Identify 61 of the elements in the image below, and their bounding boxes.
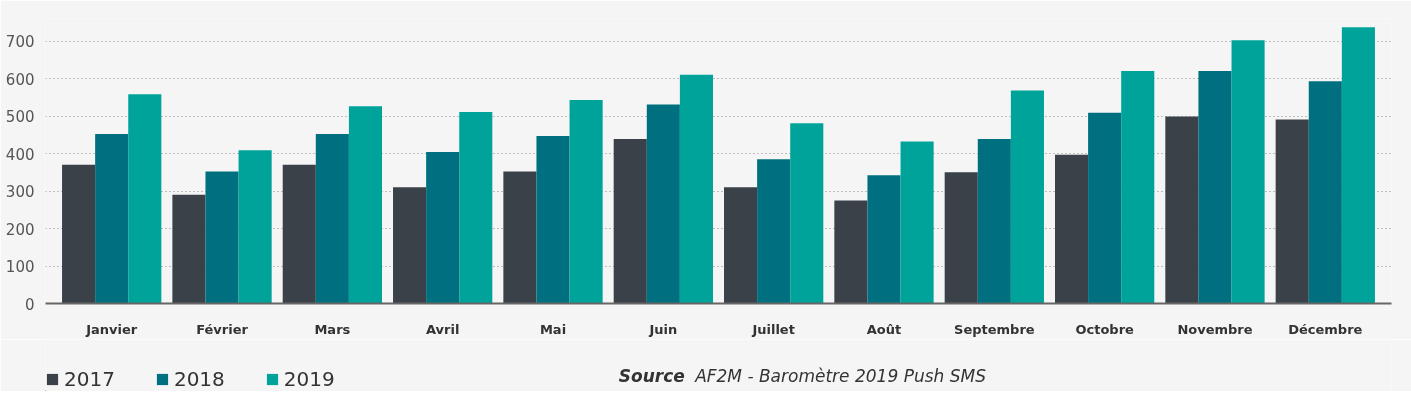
bar <box>1308 81 1342 304</box>
text: AF2M - Baromètre 2019 Push SMS <box>694 365 987 386</box>
x-tick-label: Septembre <box>954 321 1035 337</box>
legend-label: 2017 <box>64 367 115 391</box>
bar <box>834 200 868 304</box>
y-tick-label: 600 <box>5 70 35 89</box>
bar <box>1088 112 1122 304</box>
bar <box>282 164 316 304</box>
bar <box>613 138 647 304</box>
x-tick-label: Mars <box>314 321 351 337</box>
bar <box>1055 154 1089 304</box>
x-tick-label: Décembre <box>1288 321 1363 337</box>
bar <box>172 194 206 304</box>
y-tick-label: 200 <box>5 220 35 239</box>
x-tick-label: Octobre <box>1075 321 1135 337</box>
x-tick-label: Novembre <box>1177 321 1253 337</box>
bar <box>393 187 427 304</box>
bar <box>1010 90 1044 304</box>
bar <box>205 171 239 304</box>
bar <box>1275 119 1309 304</box>
y-tick-label: 100 <box>5 258 35 276</box>
x-tick-label: Juillet <box>751 321 795 337</box>
y-tick-label: 500 <box>5 108 35 126</box>
bar <box>1231 40 1265 304</box>
bar <box>536 135 570 304</box>
y-tick-label: 0 <box>24 295 35 314</box>
bar <box>757 159 791 304</box>
bar <box>62 164 96 304</box>
y-tick-label: 400 <box>5 145 35 164</box>
x-tick-label: Juin <box>648 321 678 337</box>
bar <box>1165 116 1199 304</box>
bar <box>459 111 493 304</box>
x-tick-label: Mai <box>539 321 567 337</box>
bar <box>95 134 129 304</box>
bar <box>238 150 272 304</box>
bar <box>426 152 460 304</box>
bar <box>790 123 824 304</box>
bar <box>348 106 382 304</box>
x-tick-label: Août <box>866 321 902 337</box>
legend-label: 2019 <box>283 367 335 391</box>
bar <box>569 99 603 304</box>
bar <box>503 171 537 304</box>
bar <box>1341 27 1375 304</box>
text: Source <box>618 365 685 386</box>
bar <box>724 187 758 304</box>
bar <box>1198 71 1232 304</box>
bar <box>944 172 978 304</box>
bar <box>1121 71 1155 304</box>
y-tick-label: 300 <box>5 183 35 201</box>
bar <box>679 74 713 304</box>
bar <box>646 104 680 304</box>
legend-label: 2018 <box>173 367 225 391</box>
x-tick-label: Janvier <box>85 321 138 337</box>
bar <box>900 141 934 304</box>
bar <box>315 134 349 304</box>
bar <box>977 138 1011 304</box>
x-tick-label: Février <box>196 321 249 337</box>
x-tick-label: Avril <box>425 321 460 337</box>
y-tick-label: 700 <box>5 33 35 51</box>
bar <box>867 175 901 304</box>
bar <box>128 94 162 304</box>
